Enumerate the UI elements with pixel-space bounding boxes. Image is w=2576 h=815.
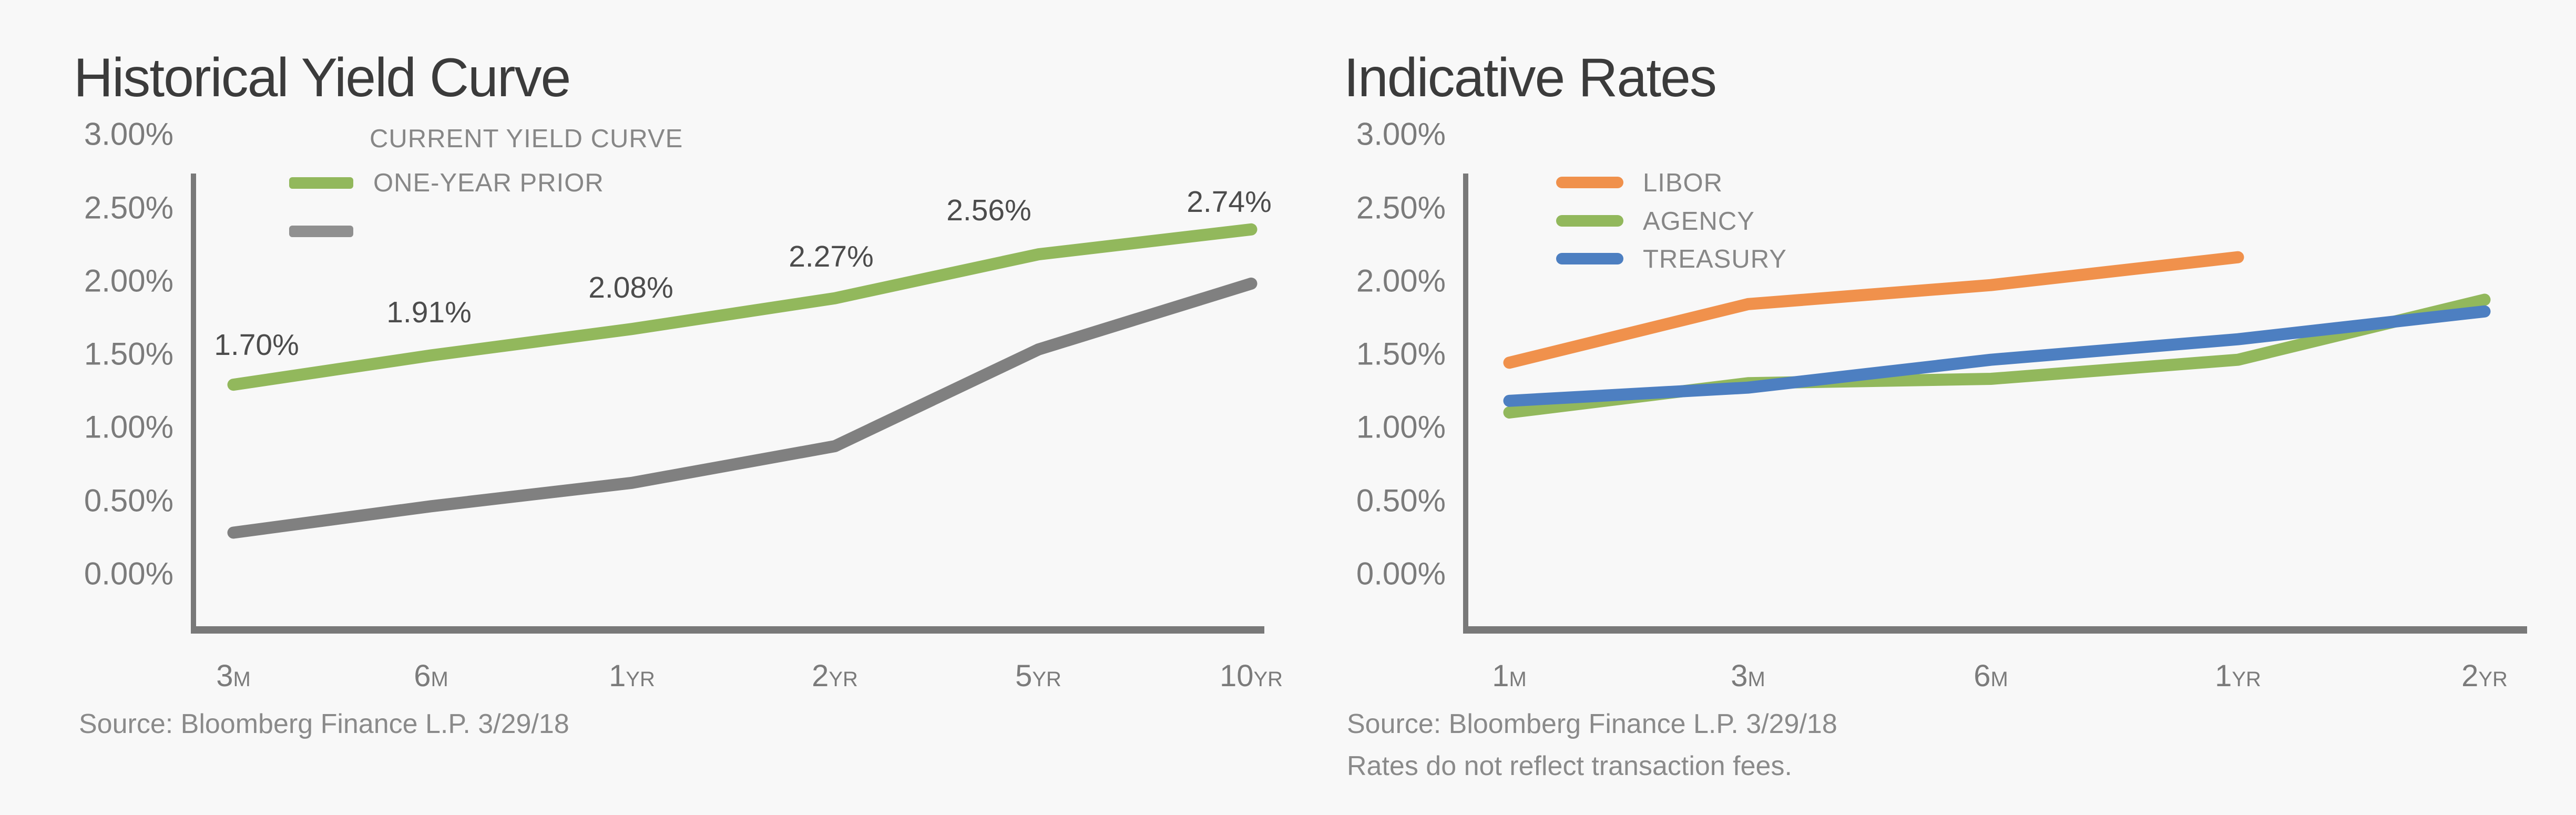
data-point-label: 2.56% <box>946 193 1031 227</box>
x-axis-tick-label: 5YR <box>1015 659 1061 693</box>
data-point-label: 2.27% <box>789 240 874 273</box>
x-axis-tick-label: 1YR <box>609 659 655 693</box>
x-axis-tick-label: 6M <box>1974 659 2008 693</box>
treasury-line <box>1503 305 2491 407</box>
y-axis-tick-label: 2.00% <box>84 263 173 299</box>
y-axis-tick-label: 1.00% <box>84 409 173 445</box>
x-axis-line <box>1463 626 2527 634</box>
x-axis-tick-label: 1M <box>1492 659 1527 693</box>
x-axis-tick-label: 2YR <box>2461 659 2508 693</box>
y-axis-tick-label: 1.50% <box>1356 336 1446 372</box>
y-axis-tick-label: 1.00% <box>1356 409 1446 445</box>
right-chart-source: Source: Bloomberg Finance L.P. 3/29/18 <box>1347 709 1837 739</box>
one-year-prior-line <box>227 277 1258 539</box>
y-axis-tick-label: 0.50% <box>84 483 173 518</box>
legend-swatch-libor <box>1556 177 1623 188</box>
data-point-label: 1.91% <box>386 296 472 329</box>
y-axis-line <box>1463 174 1468 634</box>
y-axis-tick-label: 0.00% <box>1356 556 1446 592</box>
legend-swatch-gray <box>289 226 353 237</box>
y-axis-tick-label: 0.00% <box>84 556 173 592</box>
legend-swatch-treasury <box>1556 253 1623 264</box>
right-chart-footnote: Rates do not reflect transaction fees. <box>1347 751 1792 781</box>
legend-label-treasury: TREASURY <box>1643 245 1787 273</box>
current-yield-curve-line <box>227 223 1258 391</box>
x-axis-tick-label: 6M <box>414 659 448 693</box>
indicative-rates-chart <box>1503 251 2491 419</box>
libor-line <box>1503 251 2244 369</box>
historical-yield-curve-chart <box>227 223 1258 539</box>
legend-label-libor: LIBOR <box>1643 169 1723 197</box>
legend-swatch-green <box>289 177 353 189</box>
x-axis-line <box>191 626 1264 634</box>
y-axis-tick-label: 2.50% <box>1356 190 1446 226</box>
y-axis-tick-label: 2.00% <box>1356 263 1446 299</box>
left-chart-title: Historical Yield Curve <box>74 47 571 108</box>
y-axis-tick-label: 3.00% <box>1356 116 1446 152</box>
left-chart-source: Source: Bloomberg Finance L.P. 3/29/18 <box>79 709 569 739</box>
axes-layer <box>191 174 2527 634</box>
x-axis-tick-label: 10YR <box>1219 659 1283 693</box>
y-axis-tick-label: 1.50% <box>84 336 173 372</box>
legend-label-current-yield-curve: CURRENT YIELD CURVE <box>370 125 683 153</box>
y-axis-tick-label: 2.50% <box>84 190 173 226</box>
data-point-label: 2.74% <box>1187 185 1272 219</box>
legend-label-agency: AGENCY <box>1643 207 1755 236</box>
x-axis-tick-label: 1YR <box>2215 659 2261 693</box>
data-point-label: 2.08% <box>588 271 673 304</box>
y-axis-line <box>191 174 196 634</box>
legend-swatch-agency <box>1556 215 1623 227</box>
legend-label-one-year-prior: ONE-YEAR PRIOR <box>373 169 604 197</box>
data-point-label: 1.70% <box>214 328 299 362</box>
x-axis-tick-label: 3M <box>1731 659 1765 693</box>
x-axis-tick-label: 2YR <box>812 659 858 693</box>
x-axis-tick-label: 3M <box>216 659 251 693</box>
y-axis-tick-label: 3.00% <box>84 116 173 152</box>
right-chart-title: Indicative Rates <box>1344 47 1717 108</box>
y-axis-tick-label: 0.50% <box>1356 483 1446 518</box>
